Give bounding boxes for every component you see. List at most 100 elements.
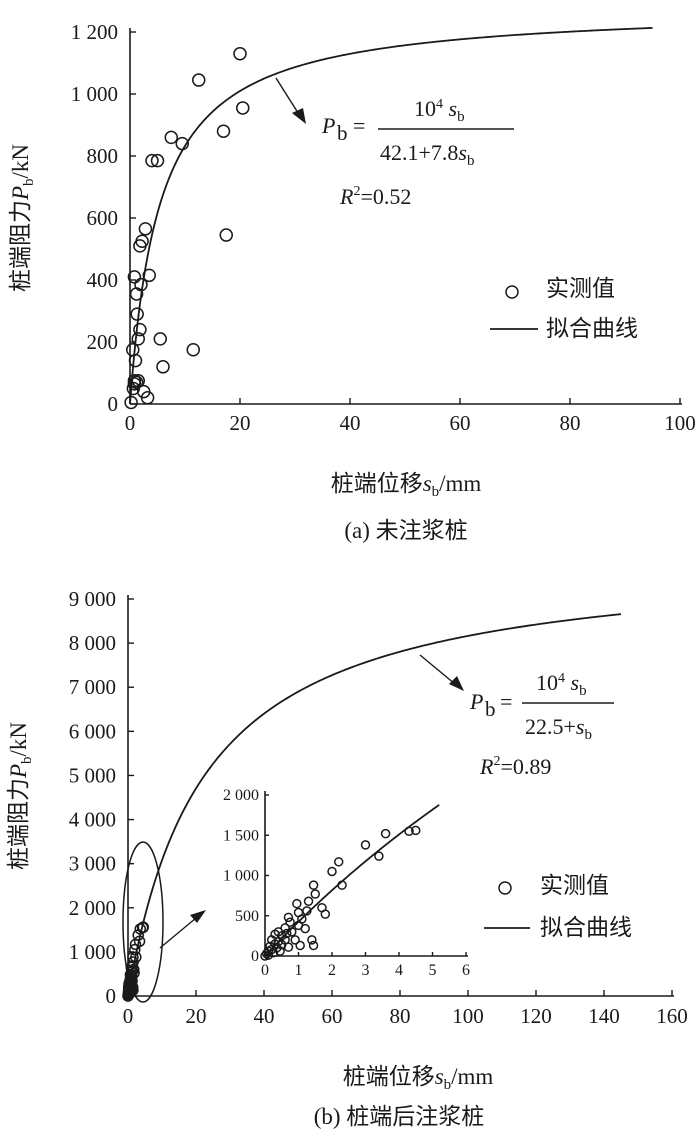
chart-b-x-tick-label: 140 — [588, 1004, 620, 1028]
chart-b-x-tick-label: 160 — [656, 1004, 688, 1028]
chart-b-y-tick-label: 5 000 — [69, 763, 116, 787]
chart-a-data-point — [127, 377, 142, 391]
chart-b-inset-data-point — [275, 946, 285, 956]
chart-b-inset-data-point — [310, 889, 320, 899]
svg-text:42.1+7.8sb: 42.1+7.8sb — [380, 140, 474, 169]
chart-a-data-point — [145, 153, 159, 168]
chart-b-caption: (b) 桩端后注浆桩 — [314, 1104, 485, 1129]
chart-b-inset-x-tick-label: 0 — [261, 962, 269, 979]
chart-a-data-point — [153, 332, 167, 346]
svg-text:b: b — [337, 121, 348, 145]
chart-b-inset-data-point — [360, 840, 371, 850]
chart-b-data-point — [128, 963, 140, 976]
chart-b-inset-x-tick-label: 4 — [395, 962, 403, 979]
chart-b-inset-data-point — [283, 912, 294, 923]
chart-b-zoom-callout — [122, 841, 206, 1003]
chart-b-inset-y-tick-label: 1 000 — [223, 868, 259, 885]
chart-b-x-axis-label: 桩端位移sb/mm — [343, 1064, 494, 1093]
chart-b-inset-data-point — [303, 896, 314, 907]
chart-b-inset-x-tick-label: 5 — [429, 962, 437, 979]
chart-a-data-point — [219, 228, 233, 242]
chart-b-data-point — [130, 951, 142, 963]
chart-b-fit-curve — [127, 613, 622, 997]
chart-b-x-tick-label: 60 — [322, 1004, 343, 1028]
chart-a-legend-marker — [505, 285, 519, 299]
chart-a-y-tick-label: 800 — [87, 144, 119, 168]
chart-a-data-point — [142, 268, 156, 283]
svg-text:=: = — [353, 113, 365, 138]
chart-b-inset-x-tick-label: 6 — [462, 962, 470, 979]
chart-b-inset-y-tick-label: 500 — [235, 908, 259, 925]
chart-a-legend: 实测值 拟合曲线 — [490, 276, 638, 341]
chart-b-inset-data-point — [290, 935, 300, 945]
chart-b-inset-data-point — [374, 851, 384, 861]
chart-a-data-point — [164, 130, 178, 145]
chart-b-y-axis-label: 桩端阻力Pb/kN — [6, 722, 35, 870]
chart-a-y-tick-label: 200 — [87, 330, 119, 354]
chart-b-inset-data-point — [280, 923, 290, 933]
chart-b-x-tick-label: 20 — [186, 1004, 207, 1028]
svg-text:拟合曲线: 拟合曲线 — [546, 316, 638, 341]
chart-a-data-point — [216, 124, 231, 138]
chart-b-zoom-ellipse — [122, 841, 164, 1003]
svg-text:104 sb: 104 sb — [414, 96, 465, 125]
svg-text:实测值: 实测值 — [540, 873, 609, 898]
chart-b-inset-data-point — [287, 927, 297, 937]
chart-a-y-axis-label: 桩端阻力Pb/kN — [8, 144, 37, 292]
chart-a-equation-arrow — [275, 77, 306, 124]
chart-a-data-point — [133, 322, 147, 337]
svg-text:R2=0.52: R2=0.52 — [339, 184, 411, 209]
chart-a-data-point — [128, 353, 143, 368]
chart-b-inset-data-point — [300, 923, 310, 934]
chart-b-data-point — [129, 943, 141, 956]
chart-a-x-tick-label: 60 — [450, 411, 471, 435]
chart-a-data-point — [156, 360, 170, 374]
chart-a-x-tick-label: 80 — [560, 411, 581, 435]
chart-b-inset-data-point — [404, 826, 414, 836]
chart-a-data-point — [186, 343, 200, 357]
chart-b-legend-marker — [498, 881, 512, 895]
chart-b-inset: 0 1 2 3 4 5 6 0 500 1 000 1 500 2 000 — [223, 787, 470, 979]
chart-b-data-point — [127, 951, 139, 963]
chart-a-data-point — [233, 46, 247, 61]
svg-text:P: P — [469, 689, 483, 714]
chart-a-x-tick-label: 20 — [230, 411, 251, 435]
chart-b-inset-y-tick-label: 2 000 — [223, 787, 259, 804]
chart-b-inset-data-point — [308, 940, 319, 951]
chart-b-x-tick-label: 40 — [254, 1004, 275, 1028]
chart-b-inset-x-tick-label: 1 — [295, 962, 303, 979]
chart-a-data-point — [150, 153, 165, 168]
chart-a-data-point — [134, 277, 148, 292]
chart-b-inset-y-tick-label: 1 500 — [223, 827, 259, 844]
chart-a-data-point — [236, 101, 250, 115]
chart-b-y-tick-label: 8 000 — [69, 631, 116, 655]
chart-b-inset-data-point — [380, 828, 391, 839]
chart-a-data-point — [127, 374, 142, 388]
chart-b-data-point — [128, 967, 140, 979]
chart-a-data-point — [130, 307, 144, 321]
chart-b-inset-data-point — [292, 898, 302, 909]
chart-a-data-point — [129, 375, 144, 390]
chart-b-inset-x-tick-label: 2 — [328, 962, 336, 979]
svg-text:22.5+sb: 22.5+sb — [525, 714, 592, 743]
chart-a-fit-equation: P b = 104 sb 42.1+7.8sb R2=0.52 — [321, 96, 514, 209]
chart-b-legend: 实测值 拟合曲线 — [484, 873, 632, 940]
chart-a-y-tick-label: 0 — [108, 392, 119, 416]
chart-b-inset-data-point — [337, 880, 347, 890]
chart-b-y-tick-label: 2 000 — [69, 896, 116, 920]
svg-text:P: P — [321, 113, 335, 138]
chart-b-equation-arrow — [419, 654, 464, 691]
chart-a-data-point — [131, 374, 145, 388]
chart-a-y-tick-label: 1 200 — [71, 20, 118, 44]
chart-a-data-point — [127, 270, 142, 284]
chart-b-inset-data-point — [295, 940, 305, 951]
chart-b-inset-x-tick-label: 3 — [362, 962, 370, 979]
chart-b-data-point — [137, 921, 150, 933]
chart-b-inset-y-tick-label: 0 — [251, 948, 259, 965]
chart-b-inset-data-point — [333, 857, 344, 867]
chart-b-data-point — [133, 935, 146, 948]
